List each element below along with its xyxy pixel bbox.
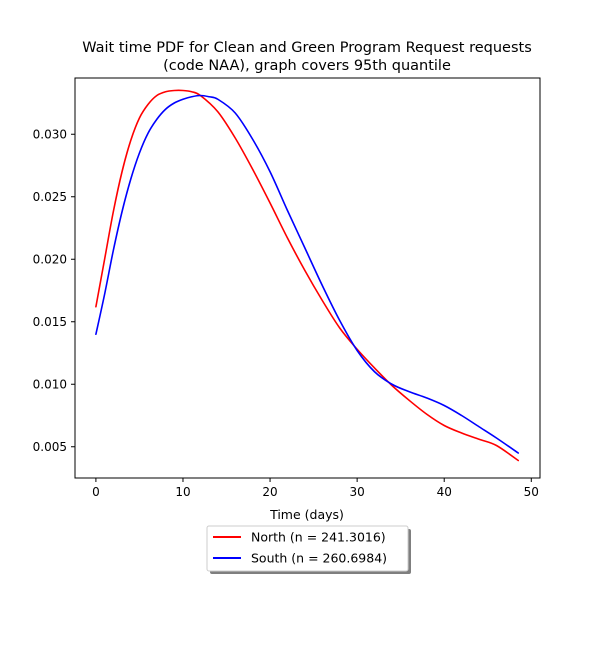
x-axis-label: Time (days) bbox=[269, 507, 344, 522]
y-tick-label: 0.015 bbox=[33, 315, 67, 329]
legend-label-north: North (n = 241.3016) bbox=[251, 530, 386, 545]
y-tick-label: 0.025 bbox=[33, 190, 67, 204]
ticks-layer: 0 10 20 30 40 50 0.005 0.010 0.015 0.020 0.025 0.03… bbox=[33, 127, 539, 499]
series-line-north bbox=[95, 89, 520, 462]
x-tick-label: 20 bbox=[262, 485, 277, 499]
x-tick-label: 50 bbox=[524, 485, 539, 499]
series-line-south bbox=[95, 94, 520, 454]
y-tick-label: 0.030 bbox=[33, 127, 67, 141]
y-tick-label: 0.020 bbox=[33, 252, 67, 266]
legend-label-south: South (n = 260.6984) bbox=[251, 551, 387, 566]
x-tick-label: 40 bbox=[437, 485, 452, 499]
plot-frame bbox=[74, 77, 541, 479]
legend: North (n = 241.3016) South (n = 260.6984… bbox=[206, 525, 411, 574]
chart-title-line-2: (code NAA), graph covers 95th quantile bbox=[163, 58, 451, 74]
x-tick-label: 0 bbox=[92, 485, 100, 499]
chart-title-line-1: Wait time PDF for Clean and Green Progra… bbox=[82, 40, 532, 56]
y-tick-label: 0.005 bbox=[33, 440, 67, 454]
x-tick-label: 30 bbox=[349, 485, 364, 499]
x-tick-label: 10 bbox=[175, 485, 190, 499]
legend-box bbox=[206, 525, 409, 572]
series-layer bbox=[95, 89, 520, 462]
y-tick-label: 0.010 bbox=[33, 377, 67, 391]
